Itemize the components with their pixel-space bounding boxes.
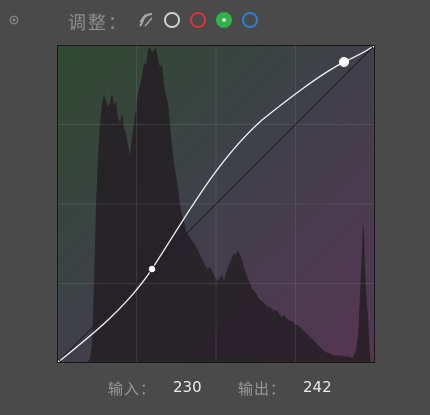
curve-border [57, 45, 375, 363]
curve-point[interactable] [147, 264, 157, 274]
red-circle-icon[interactable] [189, 11, 207, 29]
output-label: 输出： [238, 380, 287, 398]
baseline-diagonal [57, 45, 375, 363]
luminance-curve-icon[interactable] [137, 11, 155, 29]
curve-editor[interactable] [57, 45, 375, 363]
output-value-field[interactable] [303, 378, 347, 396]
input-label: 输入： [108, 380, 157, 398]
blue-circle-icon[interactable] [241, 11, 259, 29]
input-value-field[interactable] [173, 378, 217, 396]
adjust-label: 调整： [68, 13, 128, 34]
target-adjust-icon[interactable] [9, 15, 19, 25]
white-circle-icon[interactable] [163, 11, 181, 29]
curve-point-selected[interactable] [338, 56, 350, 68]
green-circle-icon[interactable] [215, 11, 233, 29]
